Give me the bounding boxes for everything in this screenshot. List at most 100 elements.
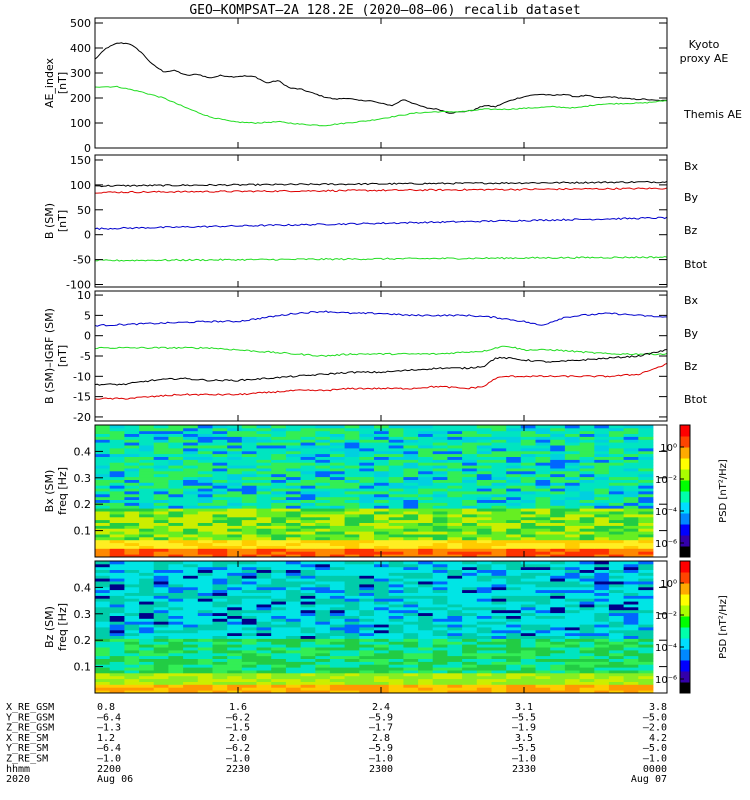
- legend-bx: Bx: [684, 294, 699, 307]
- spectrogram-cell: [241, 433, 257, 437]
- spectrogram-cell: [271, 641, 287, 645]
- spectrogram-cell: [168, 427, 184, 432]
- spectrogram-cell: [183, 488, 199, 492]
- spectrogram-cell: [462, 650, 478, 654]
- spectrogram-cell: [564, 615, 580, 619]
- spectrogram-cell: [183, 531, 199, 535]
- spectrogram-cell: [594, 667, 610, 671]
- spectrogram-cell: [124, 684, 140, 688]
- spectrogram-cell: [491, 629, 507, 634]
- spectrogram-cell: [432, 598, 448, 602]
- spectrogram-cell: [520, 647, 536, 651]
- spectrogram-cell: [491, 575, 507, 579]
- spectrogram-cell: [241, 575, 257, 579]
- spectrogram-cell: [109, 462, 125, 466]
- row-value: 0000: [643, 764, 667, 775]
- spectrogram-cell: [256, 684, 272, 688]
- spectrogram-cell: [432, 488, 448, 492]
- spectrogram-cell: [139, 629, 155, 634]
- spectrogram-cell: [359, 442, 375, 446]
- spectrogram-cell: [491, 609, 507, 614]
- spectrogram-cell: [491, 445, 507, 449]
- spectrogram-cell: [212, 664, 228, 668]
- spectrogram-cell: [256, 442, 272, 446]
- spectrogram-cell: [197, 632, 213, 636]
- spectrogram-cell: [329, 684, 345, 688]
- spectrogram-cell: [109, 629, 125, 634]
- spectrogram-cell: [183, 624, 199, 628]
- spectrogram-cell: [168, 525, 184, 529]
- spectrogram-cell: [241, 548, 257, 552]
- spectrogram-cell: [550, 459, 566, 463]
- spectrogram-cell: [506, 687, 522, 691]
- spectrogram-cell: [550, 468, 566, 472]
- spectrogram-cell: [623, 629, 639, 634]
- spectrogram-cell: [359, 661, 375, 665]
- spectrogram-cell: [638, 681, 654, 685]
- spectrogram-cell: [241, 459, 257, 463]
- spectrogram-cell: [432, 470, 448, 475]
- spectrogram-cell: [241, 485, 257, 489]
- spectrogram-cell: [476, 445, 492, 449]
- colorbar-segment: [680, 605, 690, 617]
- spectrogram-cell: [579, 644, 595, 648]
- spectrogram-cell: [329, 561, 345, 565]
- spectrogram-cell: [388, 572, 404, 576]
- spectrogram-cell: [329, 462, 345, 466]
- spectrogram-cell: [594, 647, 610, 651]
- spectrogram-cell: [124, 644, 140, 648]
- spectrogram-cell: [153, 644, 169, 648]
- spectrogram-cell: [109, 505, 125, 509]
- spectrogram-cell: [579, 502, 595, 506]
- spectrogram-cell: [550, 615, 566, 619]
- spectrogram-cell: [579, 439, 595, 443]
- spectrogram-cell: [535, 462, 551, 466]
- spectrogram-cell: [535, 638, 551, 642]
- spectrogram-cell: [315, 496, 331, 500]
- spectrogram-cell: [241, 584, 257, 588]
- spectrogram-cell: [271, 684, 287, 688]
- spectrogram-cell: [550, 465, 566, 469]
- spectrogram-cell: [344, 595, 360, 599]
- spectrogram-cell: [315, 589, 331, 593]
- y-axis-unit: [nT]: [56, 72, 69, 94]
- spectrogram-cell: [300, 627, 316, 631]
- spectrogram-cell: [95, 670, 111, 674]
- spectrogram-cell: [564, 508, 580, 512]
- spectrogram-cell: [197, 534, 213, 538]
- spectrogram-cell: [212, 612, 228, 616]
- spectrogram-cell: [95, 584, 111, 588]
- spectrogram-cell: [153, 635, 169, 639]
- spectrogram-cell: [359, 612, 375, 616]
- y-tick-label: 150: [70, 154, 91, 167]
- spectrogram-cell: [594, 584, 610, 588]
- spectrogram-cell: [344, 584, 360, 588]
- spectrogram-cell: [315, 462, 331, 466]
- spectrogram-cell: [403, 548, 419, 552]
- spectrogram-cell: [139, 453, 155, 457]
- spectrogram-cell: [300, 618, 316, 622]
- spectrogram-cell: [271, 678, 287, 682]
- spectrogram-cell: [638, 485, 654, 489]
- spectrogram-cell: [285, 470, 301, 475]
- spectrogram-cell: [153, 505, 169, 509]
- spectrogram-cell: [608, 592, 624, 596]
- spectrogram-cell: [197, 459, 213, 463]
- spectrogram-cell: [564, 569, 580, 573]
- spectrogram-cell: [300, 453, 316, 457]
- spectrogram-cell: [579, 561, 595, 565]
- spectrogram-cell: [403, 433, 419, 437]
- spectrogram-cell: [564, 641, 580, 645]
- spectrogram-cell: [315, 456, 331, 460]
- spectrogram-cell: [300, 551, 316, 555]
- row-label: Z_RE_GSM: [6, 723, 54, 734]
- spectrogram-cell: [359, 425, 375, 429]
- spectrogram-cell: [109, 442, 125, 446]
- spectrogram-cell: [168, 606, 184, 611]
- spectrogram-cell: [579, 542, 595, 546]
- spectrogram-cell: [344, 664, 360, 668]
- spectrogram-cell: [359, 624, 375, 628]
- spectrogram-cell: [476, 667, 492, 671]
- spectrogram-cell: [432, 493, 448, 498]
- y-axis-unit: [nT]: [56, 345, 69, 367]
